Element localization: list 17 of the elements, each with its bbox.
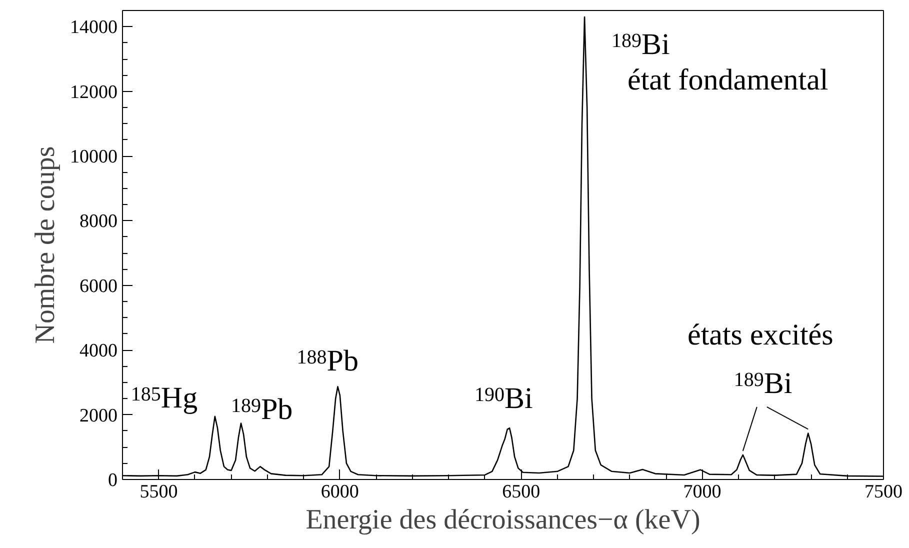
y-tick-label: 8000: [80, 211, 118, 232]
y-tick-label: 2000: [80, 405, 118, 426]
annotation: état fondamental: [628, 64, 828, 96]
y-tick-label: 10000: [70, 146, 118, 168]
x-tick-label: 6000: [320, 482, 359, 502]
y-axis-title: Nombre de coups: [30, 146, 61, 344]
x-tick-label: 7000: [683, 482, 722, 502]
x-tick-label: 7500: [864, 482, 902, 502]
annotation: états excités: [688, 318, 834, 352]
y-tick-label: 4000: [80, 340, 118, 362]
y-tick-label: 14000: [70, 17, 118, 38]
x-axis-title: Energie des décroissances−α (keV): [306, 504, 700, 536]
y-tick-label: 6000: [80, 276, 118, 297]
y-tick-label: 12000: [70, 82, 118, 103]
x-tick-label: 5500: [140, 482, 178, 502]
y-tick-label: 0: [108, 470, 118, 491]
x-tick-label: 6500: [502, 482, 540, 502]
